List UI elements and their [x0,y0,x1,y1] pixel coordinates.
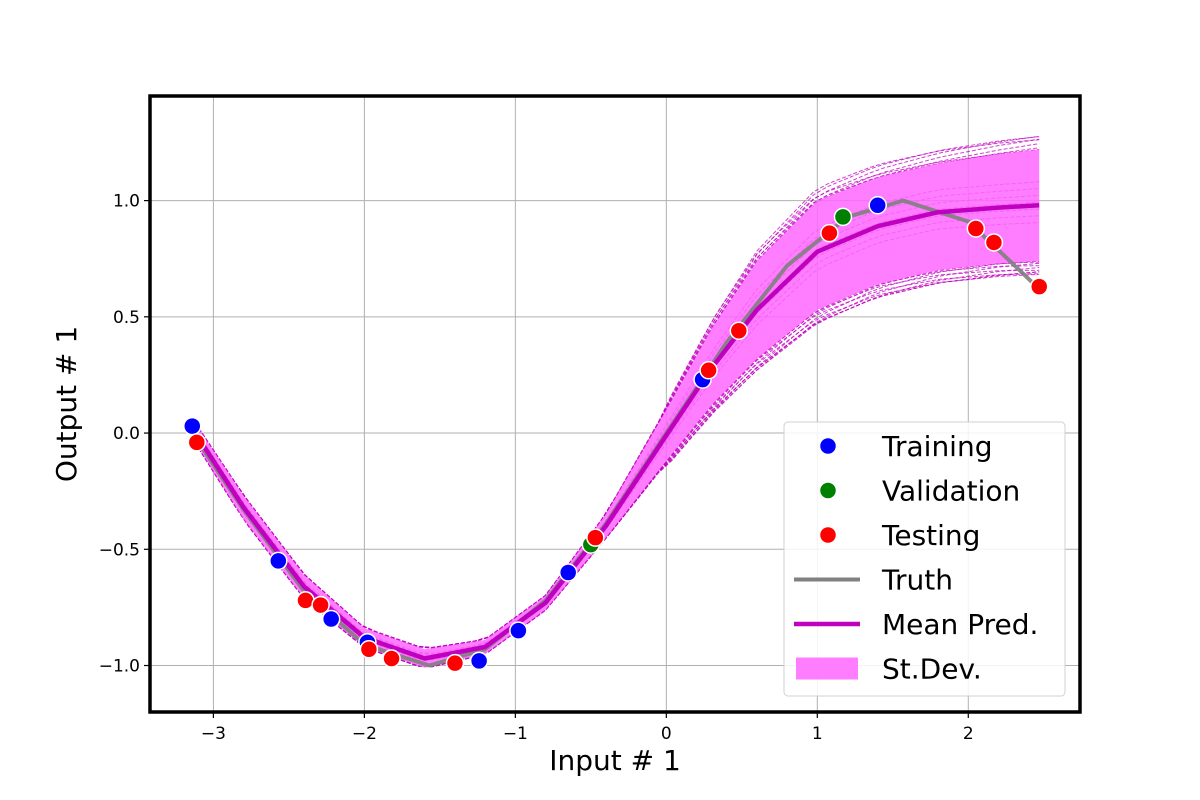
testing-point [382,649,401,668]
sample-curve [191,271,1040,667]
testing-point [966,219,986,238]
plot-frame [148,94,1082,714]
x-tick-label: 0 [661,724,672,744]
legend-label: Training [881,430,992,463]
legend-label: Truth [881,564,953,597]
legend-marker-stdev [796,657,858,680]
testing-point [359,639,379,659]
legend-label: Testing [881,519,980,552]
testing-point [187,433,207,452]
testing-point [311,595,330,615]
legend-label: Mean Pred. [882,608,1038,641]
testing-point [729,321,749,341]
stdev-band-layer [192,149,1040,668]
training-point [321,609,341,629]
y-tick-label: 0.0 [113,424,140,444]
x-tick-label: 1 [812,724,823,744]
stdev-band [192,149,1040,668]
training-point [269,551,288,571]
training-point [183,416,202,436]
y-tick-label: −1.0 [99,657,140,677]
testing-point [699,361,718,380]
points-layer [183,196,1049,673]
x-tick-label: 2 [963,724,974,744]
legend: Training Validation Testing Truth Mean Pred.… [783,421,1066,697]
legend-label: St.Dev. [882,653,982,686]
testing-point [820,223,839,243]
legend-marker-testing [818,525,838,545]
legend-label: Validation [882,475,1020,508]
training-point [558,563,578,582]
plot-layer [183,135,1049,673]
testing-point [586,528,605,547]
training-point [469,651,489,671]
testing-point [984,233,1004,252]
x-axis-label: Input # 1 [549,744,681,777]
testing-point [445,653,465,673]
testing-point [1029,277,1049,296]
x-tick-label: −2 [352,724,377,744]
legend-box [783,421,1066,697]
ticks: −3 −2 −1 0 1 2 −1.0 −0.5 0.0 0.5 1.0 [99,192,974,744]
training-point [509,621,528,640]
y-tick-label: −0.5 [99,540,140,560]
x-tick-label: −1 [503,724,528,744]
legend-marker-training [818,436,838,456]
y-tick-label: 1.0 [113,192,140,212]
x-tick-label: −3 [201,724,226,744]
y-tick-label: 0.5 [113,308,140,328]
y-axis-label: Output # 1 [50,326,83,482]
training-point [868,196,887,215]
legend-marker-validation [818,481,838,500]
validation-point [833,207,853,227]
